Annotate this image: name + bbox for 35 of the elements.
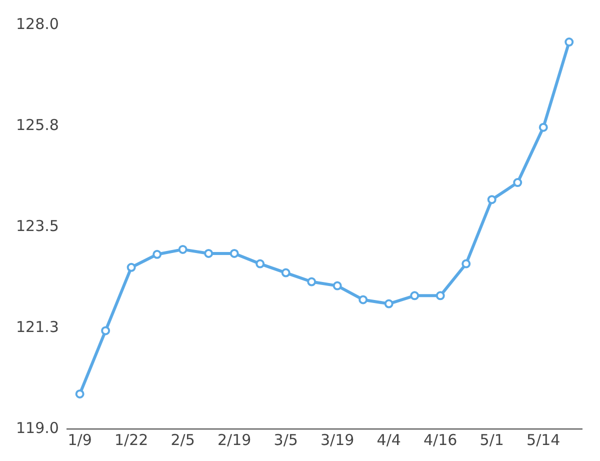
x-tick-label: 2/5 (170, 430, 195, 449)
point (281, 268, 290, 278)
point (152, 250, 162, 259)
point (462, 259, 471, 268)
x-tick-label: 4/16 (424, 430, 458, 449)
point (513, 178, 522, 188)
x-tick-label: 3/19 (320, 430, 354, 449)
point (332, 281, 342, 290)
y-tick-label: 123.5 (16, 216, 59, 235)
point (410, 291, 420, 300)
x-tick-label: 5/1 (480, 430, 504, 449)
point (487, 195, 496, 204)
point (538, 122, 548, 132)
point (204, 248, 214, 258)
point (75, 389, 84, 398)
point (101, 326, 110, 336)
y-tick-label: 121.3 (16, 318, 59, 336)
x-tick-label: 3/5 (274, 430, 298, 449)
point (256, 259, 265, 268)
x-tick-label: 5/14 (526, 430, 560, 449)
point (126, 262, 136, 272)
y-tick-label: 119.0 (16, 418, 59, 437)
x-tick-label: 1/9 (68, 430, 92, 449)
x-tick-label: 2/19 (217, 430, 252, 449)
x-tick-label: 1/22 (114, 430, 148, 449)
x-tick-label: 4/4 (376, 430, 401, 449)
point (436, 291, 445, 300)
point (564, 38, 574, 47)
point (307, 277, 316, 286)
y-tick-label: 125.8 (16, 116, 59, 134)
y-tick-label: 128.0 (16, 14, 59, 33)
point (384, 299, 394, 308)
point (178, 244, 188, 254)
point (230, 248, 239, 258)
point (358, 295, 368, 304)
